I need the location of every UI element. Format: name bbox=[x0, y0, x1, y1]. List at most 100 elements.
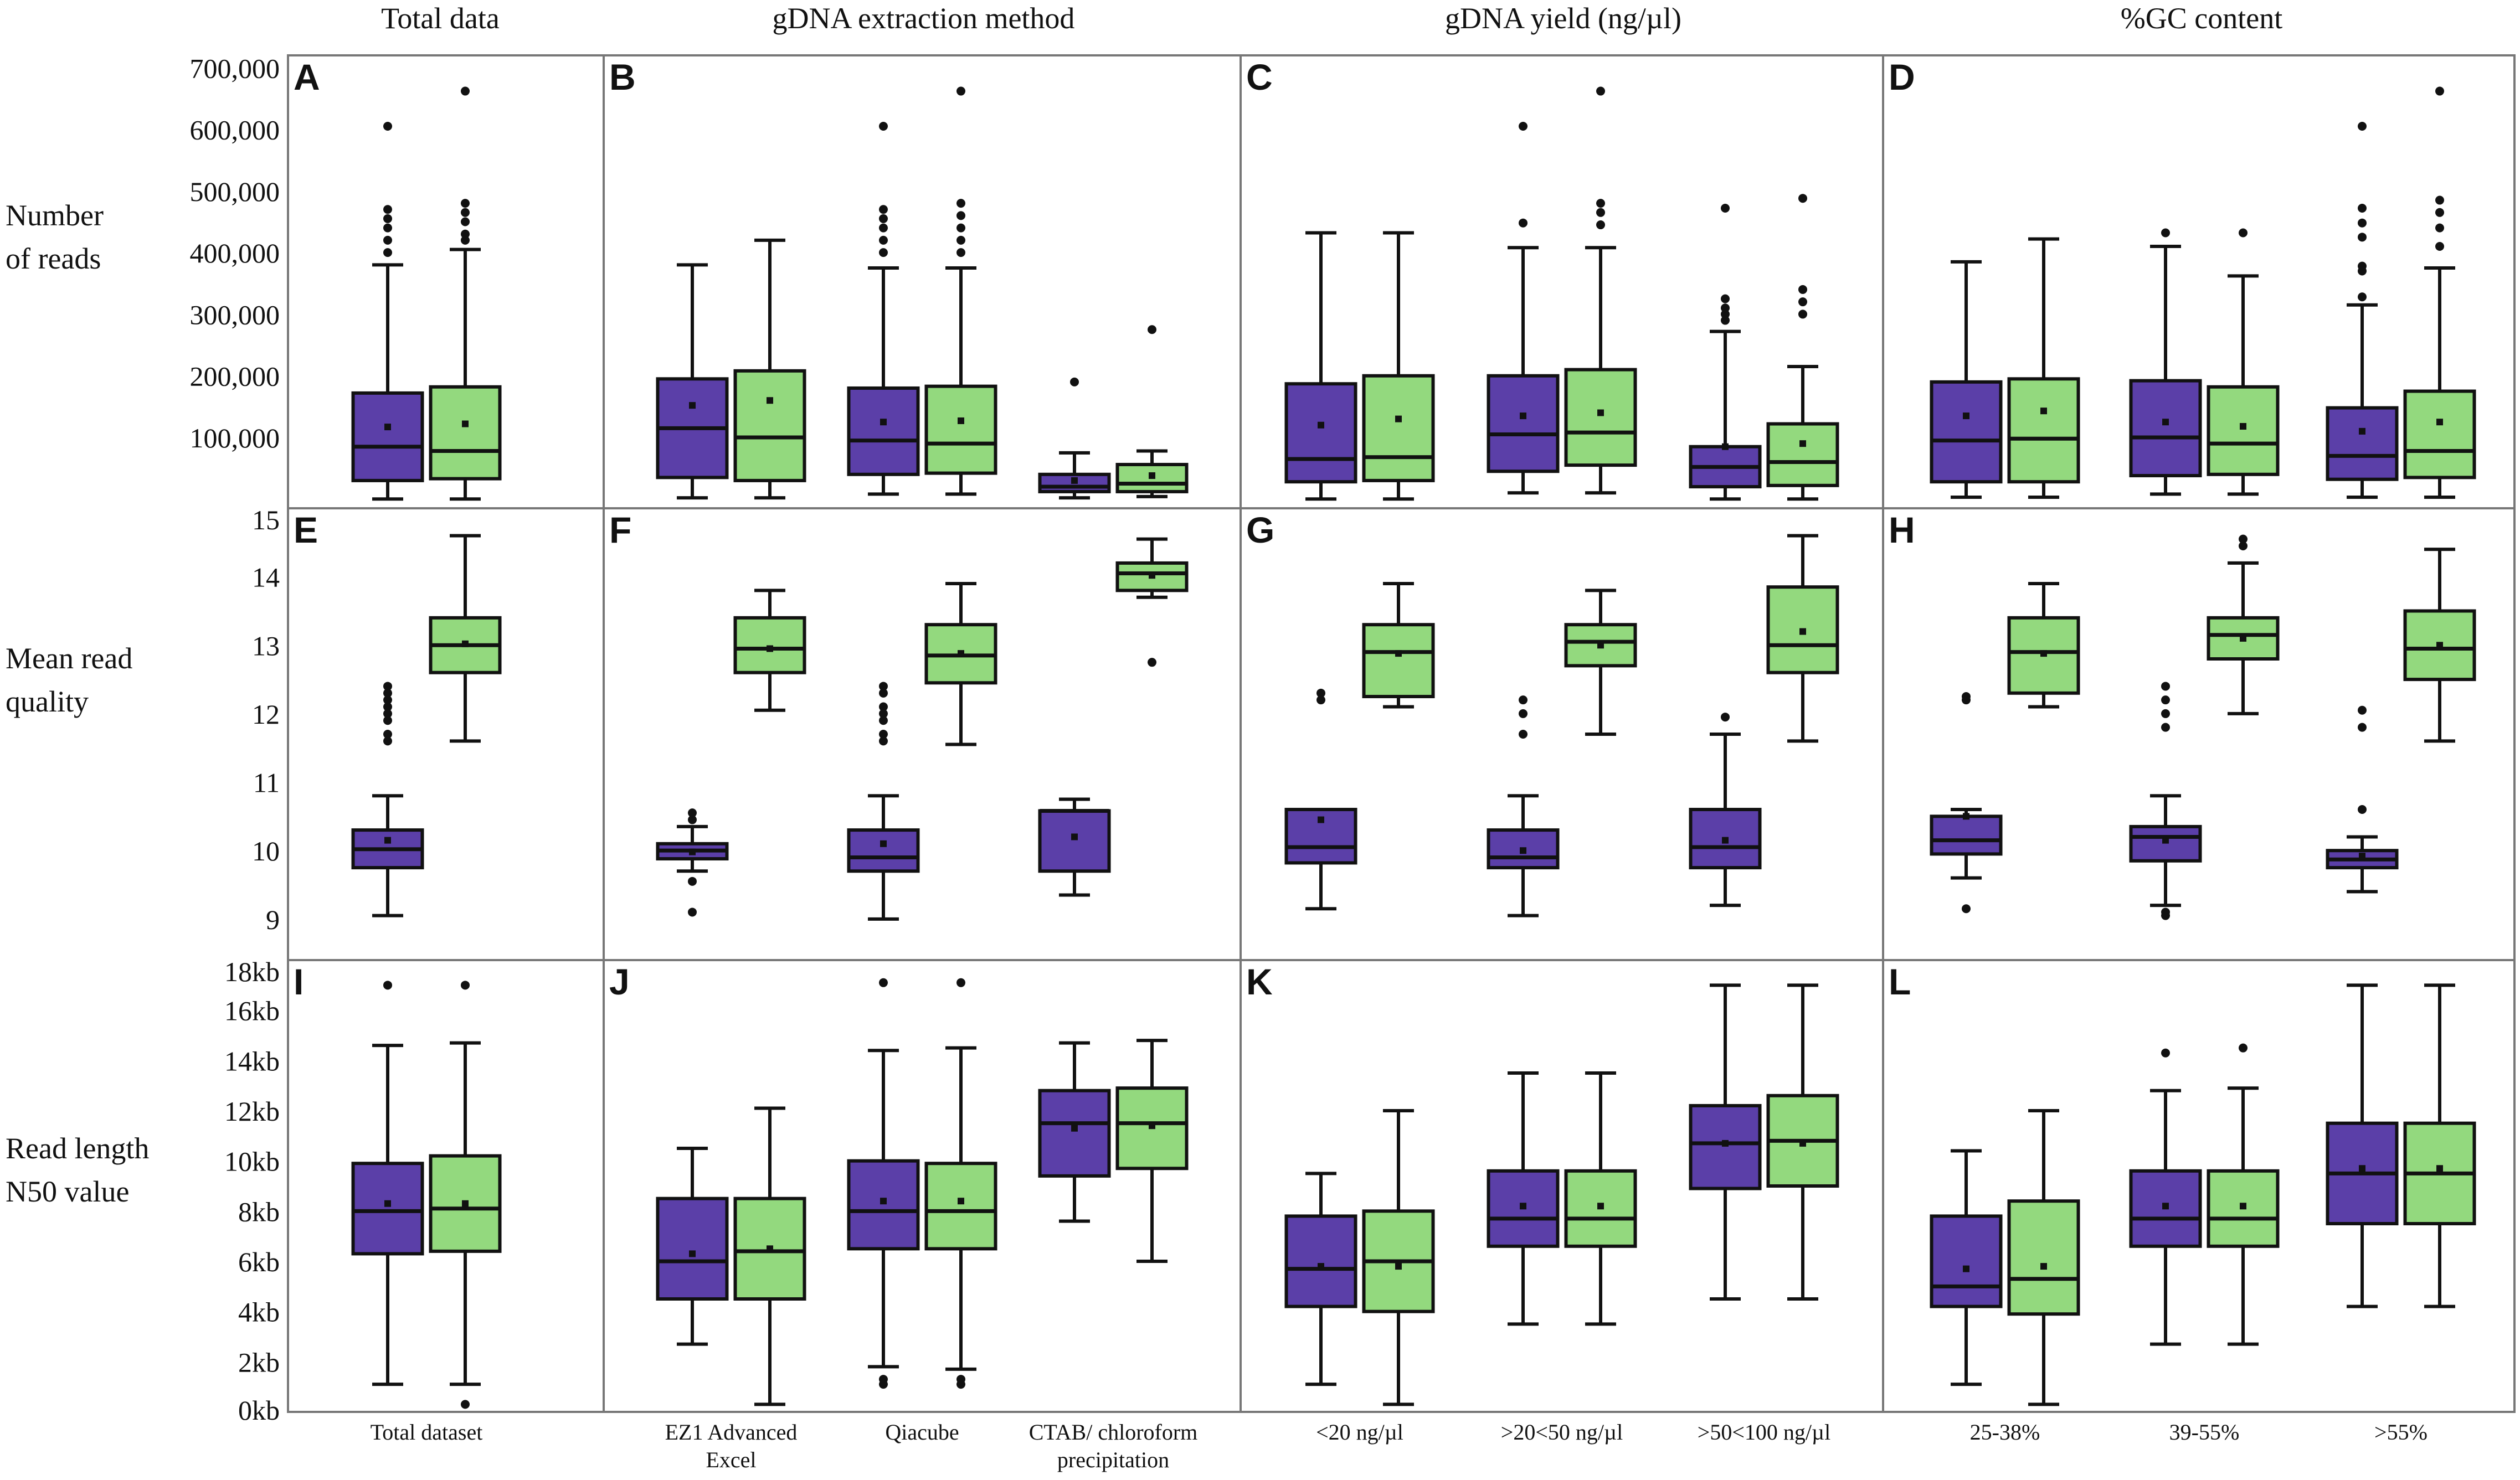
outlier-point bbox=[383, 682, 392, 691]
panel-frame bbox=[1240, 507, 1884, 961]
mean-marker bbox=[2436, 1165, 2443, 1172]
outlier-point bbox=[383, 709, 392, 718]
box-iqr bbox=[1362, 374, 1435, 482]
panel-letter: L bbox=[1889, 961, 1911, 1002]
outlier-point bbox=[383, 981, 392, 990]
outlier-point bbox=[956, 199, 965, 208]
outlier-point bbox=[2161, 695, 2170, 705]
box-iqr bbox=[2326, 406, 2399, 481]
outlier-point bbox=[1721, 310, 1730, 319]
mean-marker bbox=[958, 417, 964, 424]
mean-marker bbox=[462, 420, 469, 427]
outlier-point bbox=[956, 1375, 965, 1384]
x-category-label: 25-38% bbox=[1970, 1420, 2040, 1445]
outlier-point bbox=[2358, 121, 2367, 131]
outlier-point bbox=[2435, 242, 2444, 251]
outlier-point bbox=[1596, 86, 1605, 96]
box-iqr bbox=[2007, 377, 2080, 484]
box-iqr bbox=[1689, 1103, 1762, 1190]
outlier-point bbox=[383, 736, 392, 746]
outlier-point bbox=[1070, 377, 1079, 386]
panel-frame bbox=[1882, 959, 2516, 1413]
mean-marker bbox=[1149, 472, 1155, 479]
mean-marker bbox=[2240, 1203, 2246, 1210]
outlier-point bbox=[688, 815, 697, 824]
box-iqr bbox=[429, 385, 502, 481]
mean-marker bbox=[880, 840, 887, 847]
y-tick-label: 8kb bbox=[238, 1196, 280, 1227]
mean-marker bbox=[1395, 415, 1402, 422]
outlier-point bbox=[2358, 705, 2367, 715]
panel-letter: I bbox=[294, 961, 304, 1002]
row-label-line: of reads bbox=[6, 242, 101, 275]
outlier-point bbox=[461, 217, 470, 226]
outlier-point bbox=[1316, 695, 1325, 705]
outlier-point bbox=[383, 248, 392, 257]
box-iqr bbox=[1766, 422, 1839, 487]
column-title-gdna-yield: gDNA yield (ng/µl) bbox=[1444, 2, 1682, 35]
mean-marker bbox=[1395, 1263, 1402, 1270]
y-tick-label: 11 bbox=[253, 767, 280, 798]
x-category-label: CTAB/ chloroform bbox=[1029, 1420, 1198, 1445]
box-iqr bbox=[1038, 809, 1111, 873]
x-category-label: 39-55% bbox=[2169, 1420, 2240, 1445]
y-tick-label: 10kb bbox=[224, 1146, 280, 1177]
outlier-point bbox=[1519, 121, 1528, 131]
outlier-point bbox=[383, 205, 392, 214]
box-iqr bbox=[1038, 1089, 1111, 1178]
mean-marker bbox=[1799, 440, 1806, 447]
outlier-point bbox=[688, 876, 697, 886]
outlier-point bbox=[956, 86, 965, 96]
column-title-extraction-method: gDNA extraction method bbox=[772, 2, 1075, 35]
outlier-point bbox=[2358, 292, 2367, 302]
outlier-point bbox=[1596, 220, 1605, 230]
outlier-point bbox=[1148, 325, 1156, 334]
outlier-point bbox=[879, 205, 888, 214]
mean-marker bbox=[1722, 837, 1729, 844]
outlier-point bbox=[2239, 1043, 2248, 1053]
mean-marker bbox=[2040, 650, 2047, 657]
y-tick-label: 14kb bbox=[224, 1045, 280, 1076]
mean-marker bbox=[1799, 628, 1806, 635]
mean-marker bbox=[2359, 853, 2365, 860]
outlier-point bbox=[1962, 904, 1971, 914]
outlier-point bbox=[956, 223, 965, 233]
panel-letter: G bbox=[1246, 509, 1274, 550]
outlier-point bbox=[461, 981, 470, 990]
outlier-point bbox=[383, 223, 392, 233]
outlier-point bbox=[383, 730, 392, 739]
box-iqr bbox=[1487, 374, 1560, 473]
outlier-point bbox=[2161, 723, 2170, 732]
box-iqr bbox=[351, 1162, 424, 1256]
mean-marker bbox=[689, 1250, 696, 1257]
outlier-point bbox=[879, 214, 888, 223]
mean-marker bbox=[1071, 1125, 1078, 1132]
outlier-point bbox=[956, 248, 965, 257]
outlier-point bbox=[461, 235, 470, 245]
outlier-point bbox=[1721, 713, 1730, 722]
row-label-line: Number bbox=[6, 199, 104, 232]
outlier-point bbox=[1721, 316, 1730, 325]
outlier-point bbox=[879, 682, 888, 691]
outlier-point bbox=[461, 1400, 470, 1409]
row-label-line: N50 value bbox=[6, 1175, 130, 1208]
x-category-label: >55% bbox=[2374, 1420, 2428, 1445]
outlier-point bbox=[383, 702, 392, 711]
box-iqr bbox=[1930, 380, 2003, 484]
box-iqr bbox=[1930, 1214, 2003, 1308]
outlier-point bbox=[688, 907, 697, 917]
panel-letter: F bbox=[609, 509, 631, 550]
row-label-line: quality bbox=[6, 685, 89, 718]
outlier-point bbox=[2358, 204, 2367, 213]
row-label-mean-read-quality: Mean read quality bbox=[6, 637, 132, 723]
outlier-point bbox=[1519, 709, 1528, 718]
mean-marker bbox=[1318, 816, 1324, 823]
box-iqr bbox=[1362, 623, 1435, 698]
mean-marker bbox=[1799, 1139, 1806, 1147]
row-label-line: Read length bbox=[6, 1132, 150, 1165]
outlier-point bbox=[2435, 86, 2444, 96]
x-category-label: Total dataset bbox=[371, 1420, 483, 1445]
mean-marker bbox=[462, 640, 469, 647]
outlier-point bbox=[879, 688, 888, 698]
outlier-point bbox=[1798, 297, 1807, 307]
